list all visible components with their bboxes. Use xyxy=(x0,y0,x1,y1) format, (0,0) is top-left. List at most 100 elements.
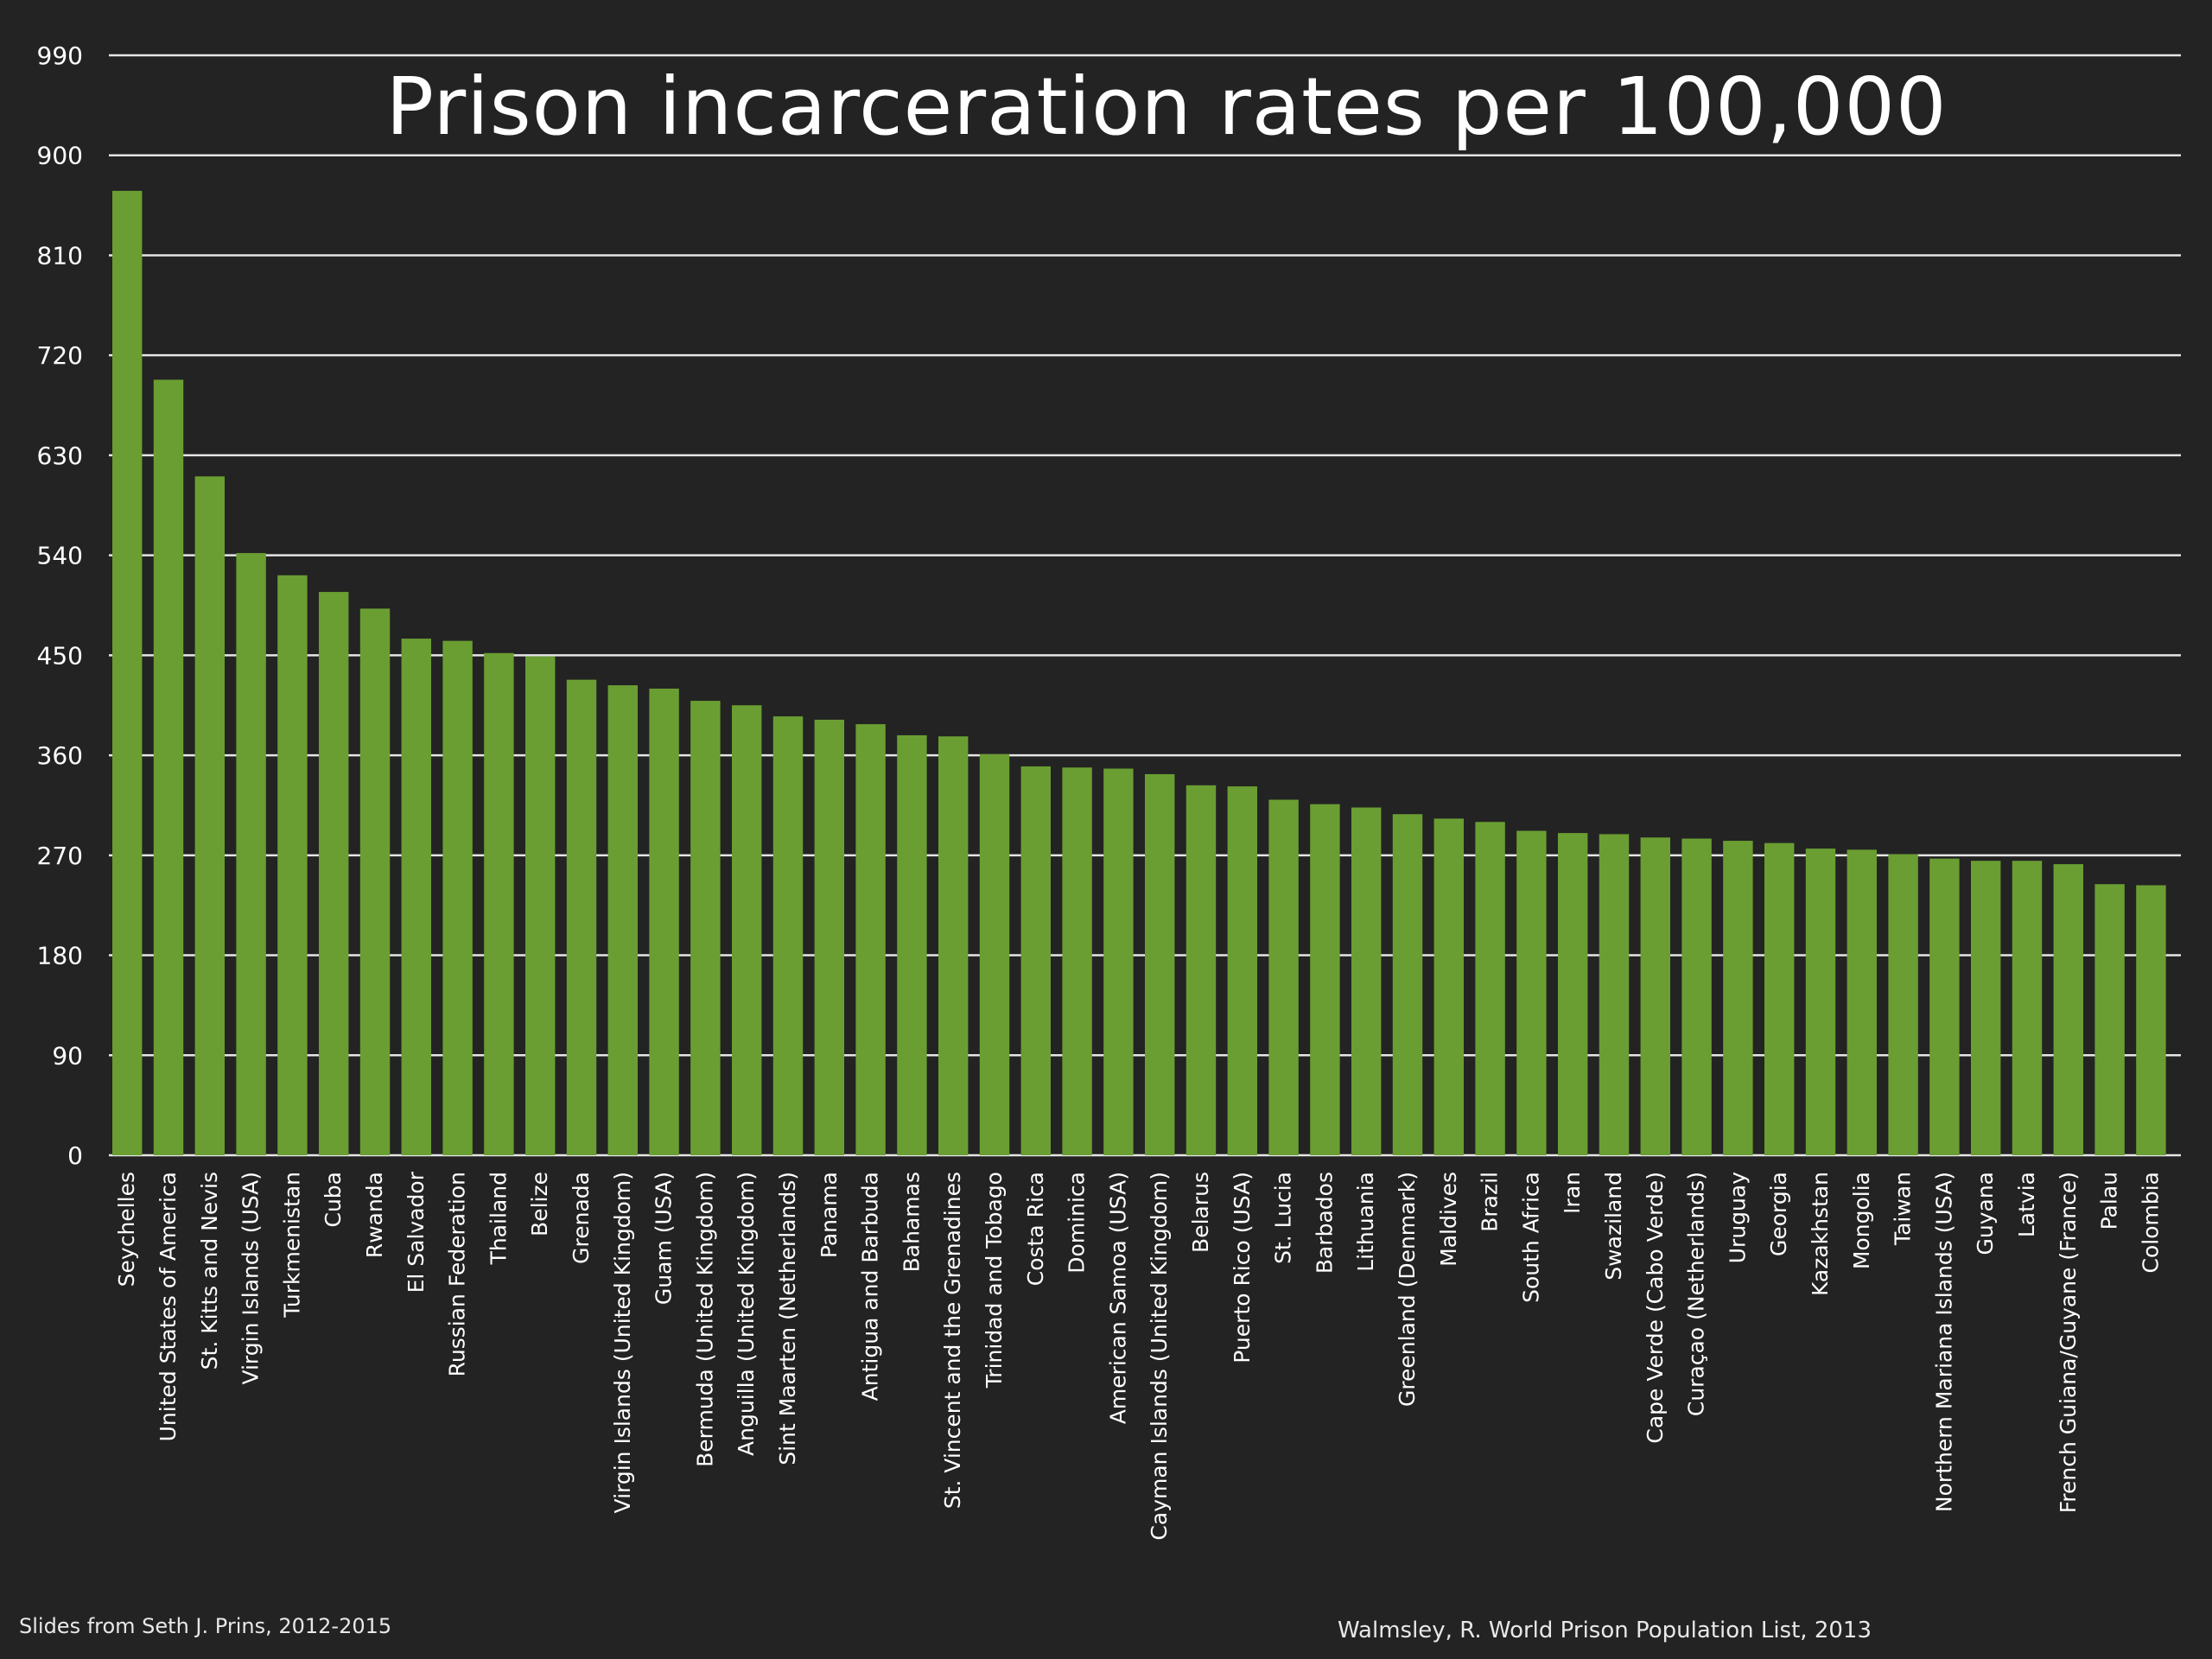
x-category-label: Belize xyxy=(527,1172,552,1236)
bar xyxy=(153,379,184,1155)
bar xyxy=(607,685,639,1155)
x-category-label: Turkmenistan xyxy=(279,1172,304,1319)
bar xyxy=(1392,814,1423,1155)
x-category-label: Russian Federation xyxy=(445,1172,470,1376)
chart-title: Prison incarceration rates per 100,000 xyxy=(385,60,1948,153)
x-category-label: Northern Mariana Islands (USA) xyxy=(1931,1172,1956,1512)
y-tick-label: 360 xyxy=(37,741,83,770)
x-category-label: Seychelles xyxy=(114,1172,139,1287)
bar xyxy=(484,652,514,1155)
x-category-label: El Salvador xyxy=(404,1171,429,1293)
y-tick-label: 720 xyxy=(37,341,83,370)
bar xyxy=(1103,768,1134,1155)
credit-text: Slides from Seth J. Prins, 2012-2015 xyxy=(19,1614,392,1638)
x-category-label: Greenland (Denmark) xyxy=(1395,1172,1420,1407)
bar xyxy=(1516,830,1547,1155)
y-tick-label: 990 xyxy=(37,41,83,70)
bar xyxy=(1681,838,1712,1155)
x-category-label: Colombia xyxy=(2138,1172,2163,1273)
bar xyxy=(1020,766,1052,1155)
bar xyxy=(1929,858,1960,1155)
x-category-label: Grenada xyxy=(569,1172,594,1264)
bar xyxy=(1310,804,1340,1155)
bar xyxy=(2094,884,2125,1155)
bar xyxy=(1805,849,1836,1155)
bar xyxy=(1599,834,1630,1155)
x-category-label: South Africa xyxy=(1518,1172,1543,1303)
bar xyxy=(236,553,266,1155)
x-axis-labels: Seychelles United States of America St. Ki… xyxy=(114,1171,2163,1540)
x-category-label: Virgin Islands (United Kingdom) xyxy=(610,1172,635,1513)
bar xyxy=(2053,864,2084,1155)
bar xyxy=(979,753,1010,1155)
x-category-label: Barbados xyxy=(1312,1172,1337,1274)
bar xyxy=(649,688,679,1155)
bar xyxy=(1764,842,1795,1155)
y-tick-label: 540 xyxy=(37,542,83,570)
bar xyxy=(1062,767,1092,1155)
x-category-label: Belarus xyxy=(1188,1172,1213,1253)
y-tick-label: 270 xyxy=(37,842,83,870)
bar xyxy=(194,476,226,1155)
source-citation: Walmsley, R. World Prison Population Lis… xyxy=(1338,1618,1872,1643)
y-tick-label: 90 xyxy=(52,1041,83,1070)
x-category-label: Panama xyxy=(817,1172,842,1258)
bar xyxy=(2012,861,2043,1155)
x-category-label: Georgia xyxy=(1766,1172,1791,1256)
x-category-label: Curaçao (Netherlands) xyxy=(1684,1172,1709,1416)
bar xyxy=(772,716,804,1155)
bar xyxy=(1227,786,1258,1155)
bar xyxy=(277,575,308,1155)
y-tick-label: 180 xyxy=(37,942,83,970)
bar xyxy=(1723,841,1753,1155)
bar xyxy=(1971,861,2001,1155)
bar xyxy=(1888,854,1918,1155)
bar xyxy=(2136,885,2166,1155)
bar xyxy=(1268,799,1299,1155)
x-category-label: Taiwan xyxy=(1891,1172,1916,1246)
bar xyxy=(319,592,349,1155)
x-category-label: Rwanda xyxy=(362,1172,387,1258)
x-category-label: Brazil xyxy=(1478,1172,1503,1232)
bar xyxy=(690,701,721,1155)
x-category-label: Dominica xyxy=(1065,1172,1090,1274)
x-category-label: Guyana xyxy=(1973,1172,1998,1255)
bar xyxy=(401,639,432,1155)
bar xyxy=(1558,833,1588,1155)
x-category-label: Sint Maarten (Netherlands) xyxy=(775,1172,800,1465)
x-category-label: Iran xyxy=(1560,1172,1585,1214)
x-category-label: Maldives xyxy=(1436,1172,1461,1267)
bar xyxy=(1351,807,1382,1155)
x-category-label: Kazakhstan xyxy=(1808,1172,1833,1296)
x-category-label: St. Vincent and the Grenadines xyxy=(940,1172,965,1509)
bar xyxy=(1145,773,1175,1155)
y-axis-ticks: 0 90 180 270 360 450 540 630 720 810 900 990 xyxy=(37,41,83,1170)
x-category-label: Palau xyxy=(2097,1172,2122,1230)
x-category-label: Trinidad and Tobago xyxy=(982,1172,1007,1389)
x-category-label: Virgin Islands (USA) xyxy=(238,1172,264,1385)
x-category-label: Mongolia xyxy=(1849,1172,1874,1269)
bar xyxy=(525,656,556,1155)
y-tick-label: 900 xyxy=(37,142,83,170)
x-category-label: Puerto Rico (USA) xyxy=(1230,1172,1255,1363)
x-category-label: Uruguay xyxy=(1725,1172,1750,1263)
bar xyxy=(1185,785,1217,1155)
bar xyxy=(938,736,969,1155)
x-category-label: Bahamas xyxy=(899,1172,924,1272)
bar xyxy=(112,190,143,1155)
x-category-label: Antigua and Barbuda xyxy=(858,1172,883,1401)
x-category-label: Anguilla (United Kingdom) xyxy=(734,1172,759,1456)
x-category-label: St. Lucia xyxy=(1271,1172,1296,1264)
x-category-label: Bermuda (United Kingdom) xyxy=(692,1172,717,1467)
bar xyxy=(566,679,597,1155)
x-category-label: United States of America xyxy=(156,1172,181,1441)
x-category-label: St. Kitts and Nevis xyxy=(197,1172,222,1370)
bar xyxy=(897,734,927,1155)
x-category-label: American Samoa (USA) xyxy=(1105,1172,1130,1424)
x-category-label: Guam (USA) xyxy=(652,1172,677,1305)
x-category-label: Cuba xyxy=(321,1172,346,1228)
bar xyxy=(855,724,886,1155)
bar xyxy=(1433,818,1465,1155)
